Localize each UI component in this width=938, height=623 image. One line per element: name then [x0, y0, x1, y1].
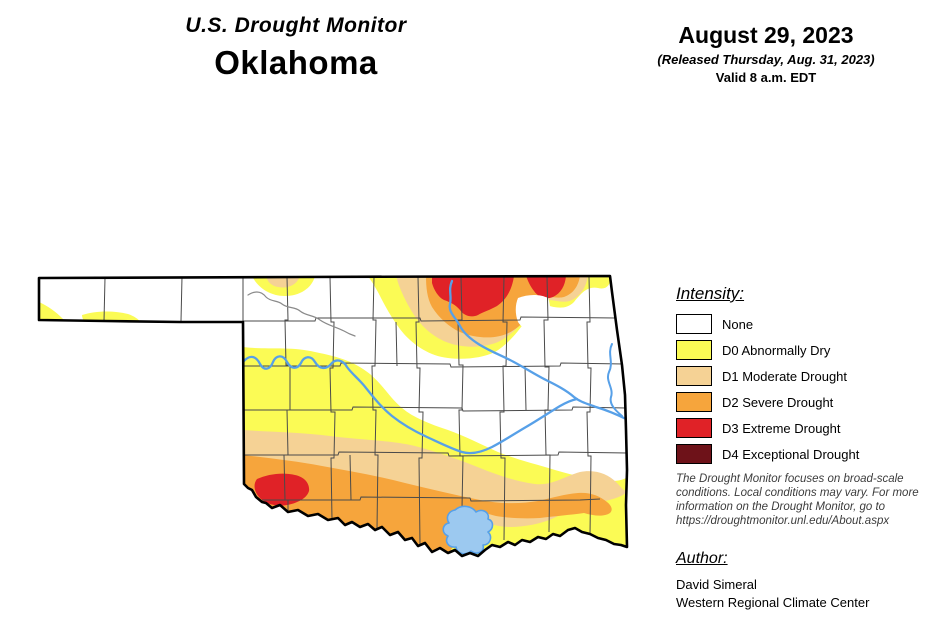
state-outline: [37, 274, 629, 558]
disclaimer-text: The Drought Monitor focuses on broad-sca…: [676, 473, 919, 528]
legend-heading: Intensity:: [676, 284, 745, 303]
drought-d3-north-east: [526, 276, 566, 299]
legend-item-d4: D4 Exceptional Drought: [676, 444, 932, 464]
legend-label: D1 Moderate Drought: [722, 368, 848, 384]
intensity-legend: Intensity: None D0 Abnormally Dry D1 Mod…: [676, 284, 932, 470]
lake-texoma: [442, 505, 494, 555]
drought-d1-north-west-patch: [266, 276, 300, 288]
release-date: (Released Thursday, Aug. 31, 2023): [657, 52, 875, 67]
swatch-d0: [676, 340, 712, 360]
rivers: [241, 279, 627, 555]
swatch-d3: [676, 418, 712, 438]
grand-river: [607, 343, 623, 417]
legend-label: D4 Exceptional Drought: [722, 446, 860, 462]
legend-item-d0: D0 Abnormally Dry: [676, 340, 932, 360]
drought-d3-north-main: [432, 276, 514, 317]
state-name-title: Oklahoma: [214, 44, 378, 81]
legend-item-d2: D2 Severe Drought: [676, 392, 932, 412]
date-block: August 29, 2023 (Released Thursday, Aug.…: [612, 22, 920, 85]
swatch-d2: [676, 392, 712, 412]
legend-item-none: None: [676, 314, 932, 334]
cimarron-canadian-river: [241, 355, 579, 455]
legend-label: D3 Extreme Drought: [722, 420, 841, 436]
author-name: David Simeral: [676, 577, 757, 592]
legend-label: D2 Severe Drought: [722, 394, 834, 410]
legend-item-d1: D1 Moderate Drought: [676, 366, 932, 386]
county-boundaries: [103, 276, 627, 546]
swatch-none: [676, 314, 712, 334]
drought-d3-southwest: [254, 473, 310, 506]
author-organization: Western Regional Climate Center: [676, 594, 870, 610]
map-date: August 29, 2023: [678, 22, 854, 48]
swatch-d1: [676, 366, 712, 386]
drought-none-pocket: [515, 295, 551, 331]
arkansas-river: [448, 279, 627, 421]
title-block: U.S. Drought Monitor Oklahoma: [118, 14, 474, 82]
drought-d0-panhandle-west: [39, 302, 66, 323]
page-title: U.S. Drought Monitor: [185, 14, 407, 37]
swatch-d4: [676, 444, 712, 464]
author-block: Author: David Simeral Western Regional C…: [676, 550, 934, 611]
legend-label: None: [722, 316, 754, 332]
author-heading: Author:: [676, 550, 728, 567]
beaver-river: [247, 291, 356, 337]
valid-time: Valid 8 a.m. EDT: [715, 70, 817, 85]
legend-item-d3: D3 Extreme Drought: [676, 418, 932, 438]
legend-label: D0 Abnormally Dry: [722, 342, 831, 358]
